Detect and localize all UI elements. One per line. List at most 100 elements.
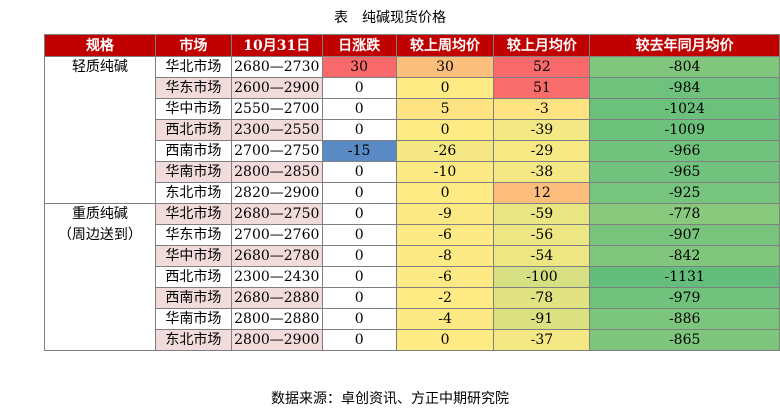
table-row: 西南市场 2700—2750 -15 -26 -29 -966 <box>45 140 780 162</box>
table-row: 西北市场 2300—2550 0 0 -39 -1009 <box>45 119 780 141</box>
market-cell: 华东市场 <box>154 224 232 246</box>
spec-group-label: 轻质纯碱 <box>71 59 128 75</box>
daily-change-cell: 0 <box>321 245 397 267</box>
vs-last-month-cell: -37 <box>493 329 591 351</box>
table-row: 华东市场 2700—2760 0 -6 -56 -907 <box>45 224 780 246</box>
table-row: 华东市场 2600—2900 0 0 51 -984 <box>45 77 780 99</box>
daily-change-cell: 0 <box>321 287 397 309</box>
vs-last-year-cell: -1024 <box>589 98 780 120</box>
vs-last-week-cell: -10 <box>395 161 495 183</box>
vs-last-month-cell: -59 <box>493 203 591 225</box>
spec-group-label: 重质纯碱 <box>71 206 128 222</box>
market-cell: 西北市场 <box>154 266 232 288</box>
daily-change-cell: 0 <box>321 182 397 204</box>
vs-last-week-cell: 0 <box>395 119 495 141</box>
vs-last-year-cell: -842 <box>589 245 780 267</box>
market-cell: 东北市场 <box>154 182 232 204</box>
vs-last-year-cell: -966 <box>589 140 780 162</box>
vs-last-year-cell: -925 <box>589 182 780 204</box>
header-vs-last-year: 较去年同月均价 <box>589 34 780 57</box>
table-row: 华南市场 2800—2880 0 -4 -91 -886 <box>45 308 780 330</box>
vs-last-week-cell: -9 <box>395 203 495 225</box>
price-range-cell: 2800—2850 <box>230 161 323 183</box>
table-row: 轻质纯碱 华北市场 2680—2730 30 30 52 -804 <box>44 56 780 204</box>
price-table: 规格 市场 10月31日 日涨跌 较上周均价 较上月均价 较去年同月均价 轻质纯… <box>44 34 780 351</box>
vs-last-month-cell: -39 <box>493 119 591 141</box>
vs-last-year-cell: -1131 <box>589 266 780 288</box>
daily-change-cell: 30 <box>321 56 397 78</box>
price-range-cell: 2800—2900 <box>230 329 323 351</box>
header-row: 规格 市场 10月31日 日涨跌 较上周均价 较上月均价 较去年同月均价 <box>44 34 780 57</box>
table-row: 华中市场 2550—2700 0 5 -3 -1024 <box>45 98 780 120</box>
vs-last-month-cell: -54 <box>493 245 591 267</box>
daily-change-cell: 0 <box>321 308 397 330</box>
spec-group-cell: 重质纯碱 （周边送到） <box>44 203 156 351</box>
table-row: 东北市场 2820—2900 0 0 12 -925 <box>45 182 780 204</box>
price-range-cell: 2600—2900 <box>230 77 323 99</box>
vs-last-week-cell: 5 <box>395 98 495 120</box>
daily-change-cell: 0 <box>321 203 397 225</box>
table-row: 西北市场 2300—2430 0 -6 -100 -1131 <box>45 266 780 288</box>
market-cell: 华东市场 <box>154 77 232 99</box>
vs-last-year-cell: -804 <box>589 56 780 78</box>
header-vs-last-week: 较上周均价 <box>395 34 495 57</box>
price-range-cell: 2700—2750 <box>230 140 323 162</box>
price-range-cell: 2800—2880 <box>230 308 323 330</box>
vs-last-month-cell: 52 <box>493 56 591 78</box>
market-cell: 西南市场 <box>154 140 232 162</box>
spec-group-cell: 轻质纯碱 <box>44 56 156 204</box>
source-note: 数据来源：卓创资讯、方正中期研究院 <box>271 391 509 407</box>
market-cell: 华北市场 <box>154 56 232 78</box>
vs-last-week-cell: -4 <box>395 308 495 330</box>
market-cell: 华南市场 <box>154 161 232 183</box>
daily-change-cell: 0 <box>321 119 397 141</box>
table-row: 重质纯碱 （周边送到） 华北市场 2680—2750 0 -9 -59 -778 <box>44 203 780 351</box>
vs-last-month-cell: -56 <box>493 224 591 246</box>
daily-change-cell: -15 <box>321 140 397 162</box>
vs-last-month-cell: -78 <box>493 287 591 309</box>
vs-last-month-cell: -38 <box>493 161 591 183</box>
market-cell: 华中市场 <box>154 98 232 120</box>
daily-change-cell: 0 <box>321 77 397 99</box>
vs-last-week-cell: 0 <box>395 329 495 351</box>
price-range-cell: 2700—2760 <box>230 224 323 246</box>
header-date: 10月31日 <box>230 34 323 57</box>
daily-change-cell: 0 <box>321 329 397 351</box>
market-cell: 西北市场 <box>154 119 232 141</box>
table-body: 轻质纯碱 华北市场 2680—2730 30 30 52 -804 华东市场 2600—2900… <box>44 56 780 351</box>
price-range-cell: 2680—2730 <box>230 56 323 78</box>
vs-last-year-cell: -979 <box>589 287 780 309</box>
price-range-cell: 2820—2900 <box>230 182 323 204</box>
vs-last-week-cell: -6 <box>395 224 495 246</box>
vs-last-month-cell: -3 <box>493 98 591 120</box>
vs-last-month-cell: -29 <box>493 140 591 162</box>
vs-last-week-cell: -8 <box>395 245 495 267</box>
vs-last-week-cell: -6 <box>395 266 495 288</box>
vs-last-week-cell: 0 <box>395 182 495 204</box>
vs-last-week-cell: -2 <box>395 287 495 309</box>
daily-change-cell: 0 <box>321 98 397 120</box>
price-range-cell: 2550—2700 <box>230 98 323 120</box>
daily-change-cell: 0 <box>321 161 397 183</box>
table-row: 东北市场 2800—2900 0 0 -37 -865 <box>45 329 780 351</box>
header-daily-change: 日涨跌 <box>321 34 397 57</box>
vs-last-year-cell: -965 <box>589 161 780 183</box>
vs-last-month-cell: 12 <box>493 182 591 204</box>
price-range-cell: 2680—2750 <box>230 203 323 225</box>
table-row: 华南市场 2800—2850 0 -10 -38 -965 <box>45 161 780 183</box>
market-cell: 华北市场 <box>154 203 232 225</box>
price-range-cell: 2680—2880 <box>230 287 323 309</box>
vs-last-month-cell: -100 <box>493 266 591 288</box>
table-row: 华中市场 2680—2780 0 -8 -54 -842 <box>45 245 780 267</box>
market-cell: 华中市场 <box>154 245 232 267</box>
market-cell: 西南市场 <box>154 287 232 309</box>
vs-last-year-cell: -865 <box>589 329 780 351</box>
vs-last-year-cell: -886 <box>589 308 780 330</box>
daily-change-cell: 0 <box>321 266 397 288</box>
header-spec: 规格 <box>44 34 156 57</box>
vs-last-month-cell: -91 <box>493 308 591 330</box>
vs-last-year-cell: -778 <box>589 203 780 225</box>
spec-group-label: （周边送到） <box>57 227 142 243</box>
market-cell: 华南市场 <box>154 308 232 330</box>
vs-last-year-cell: -907 <box>589 224 780 246</box>
